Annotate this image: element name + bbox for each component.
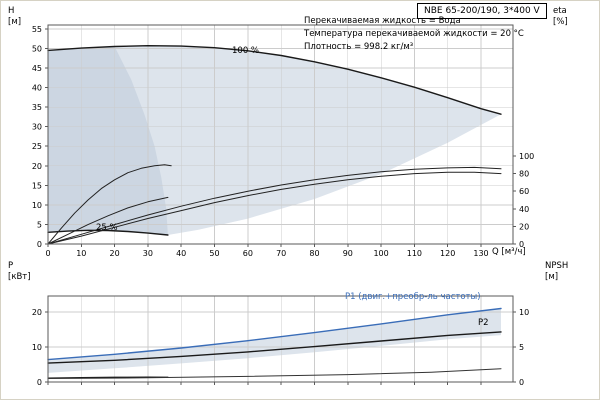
eta-axis-unit: [%] — [553, 17, 568, 27]
speed-25-label: 25 % — [96, 223, 118, 233]
svg-text:5: 5 — [519, 343, 524, 352]
q-axis-label: Q [м³/ч] — [492, 247, 526, 257]
p1-curve-label: P1 (двиг.+преобр-ль частоты) — [345, 292, 481, 302]
npsh-curve — [47, 368, 502, 379]
h-axis-label: H [м] — [8, 6, 21, 28]
eta-axis-symbol: eta — [553, 6, 567, 16]
svg-text:45: 45 — [32, 64, 42, 73]
svg-text:50: 50 — [32, 45, 42, 54]
svg-text:10: 10 — [32, 343, 42, 352]
svg-text:0: 0 — [519, 240, 524, 249]
svg-text:5: 5 — [37, 220, 42, 229]
plot-frame — [47, 295, 514, 383]
power-band — [48, 308, 501, 373]
svg-text:80: 80 — [519, 170, 529, 179]
svg-text:0: 0 — [37, 240, 42, 249]
eta-total-curve — [47, 171, 502, 245]
svg-text:40: 40 — [32, 84, 42, 93]
svg-text:20: 20 — [32, 162, 42, 171]
fluid-annotations: Перекачиваемая жидкость = Вода Температу… — [304, 15, 524, 54]
svg-text:100: 100 — [519, 152, 534, 161]
svg-text:60: 60 — [519, 187, 529, 196]
svg-text:55: 55 — [32, 25, 42, 34]
speed-curve-100 — [47, 45, 502, 115]
p2-curve-label: P2 — [478, 318, 489, 328]
svg-text:120: 120 — [440, 249, 455, 258]
svg-text:20: 20 — [32, 308, 42, 317]
annotation-fluid: Перекачиваемая жидкость = Вода — [304, 16, 461, 26]
svg-text:0: 0 — [519, 378, 524, 387]
svg-text:50: 50 — [209, 249, 219, 258]
svg-text:10: 10 — [519, 308, 529, 317]
svg-text:25: 25 — [32, 142, 42, 151]
svg-text:30: 30 — [32, 123, 42, 132]
p1-curve — [47, 307, 502, 361]
svg-text:20: 20 — [110, 249, 120, 258]
pump-model-title: NBE 65-200/190, 3*400 V — [417, 3, 547, 19]
svg-text:70: 70 — [276, 249, 286, 258]
annotation-density: Плотность = 998.2 кг/м³ — [304, 42, 414, 52]
npsh-axis-unit: [м] — [545, 272, 559, 282]
p-axis-symbol: P — [8, 261, 14, 271]
p-curve-25 — [47, 376, 169, 379]
svg-text:30: 30 — [143, 249, 153, 258]
svg-text:10: 10 — [32, 201, 42, 210]
svg-text:0: 0 — [45, 249, 50, 258]
svg-text:60: 60 — [243, 249, 253, 258]
eta-mid-left — [47, 196, 169, 245]
p-axis-unit: [кВт] — [8, 272, 31, 282]
svg-text:0: 0 — [37, 378, 42, 387]
p2-curve — [47, 331, 502, 364]
svg-text:110: 110 — [407, 249, 422, 258]
speed-100-label: 100 % — [232, 46, 260, 56]
svg-text:20: 20 — [519, 222, 529, 231]
p-axis-label: P [кВт] — [8, 261, 31, 283]
speed-curve-25 — [47, 229, 169, 236]
npsh-axis-label: NPSH [м] — [545, 261, 568, 283]
plot-frame — [47, 24, 514, 245]
svg-text:40: 40 — [176, 249, 186, 258]
svg-text:130: 130 — [473, 249, 488, 258]
annotation-temperature: Температура перекачиваемой жидкости = 20… — [304, 29, 524, 39]
h-axis-unit: [м] — [8, 17, 22, 27]
svg-text:35: 35 — [32, 103, 42, 112]
h-axis-symbol: H — [8, 6, 15, 16]
eta-arc-left — [47, 164, 172, 245]
svg-text:90: 90 — [343, 249, 353, 258]
eta-axis-label: eta [%] — [553, 6, 568, 28]
svg-text:15: 15 — [32, 181, 42, 190]
svg-text:100: 100 — [373, 249, 388, 258]
svg-text:10: 10 — [76, 249, 86, 258]
svg-text:80: 80 — [309, 249, 319, 258]
svg-text:40: 40 — [519, 205, 529, 214]
envelope-left-overlay — [48, 46, 168, 235]
eta-pump-curve — [47, 166, 502, 245]
npsh-axis-symbol: NPSH — [545, 261, 569, 271]
